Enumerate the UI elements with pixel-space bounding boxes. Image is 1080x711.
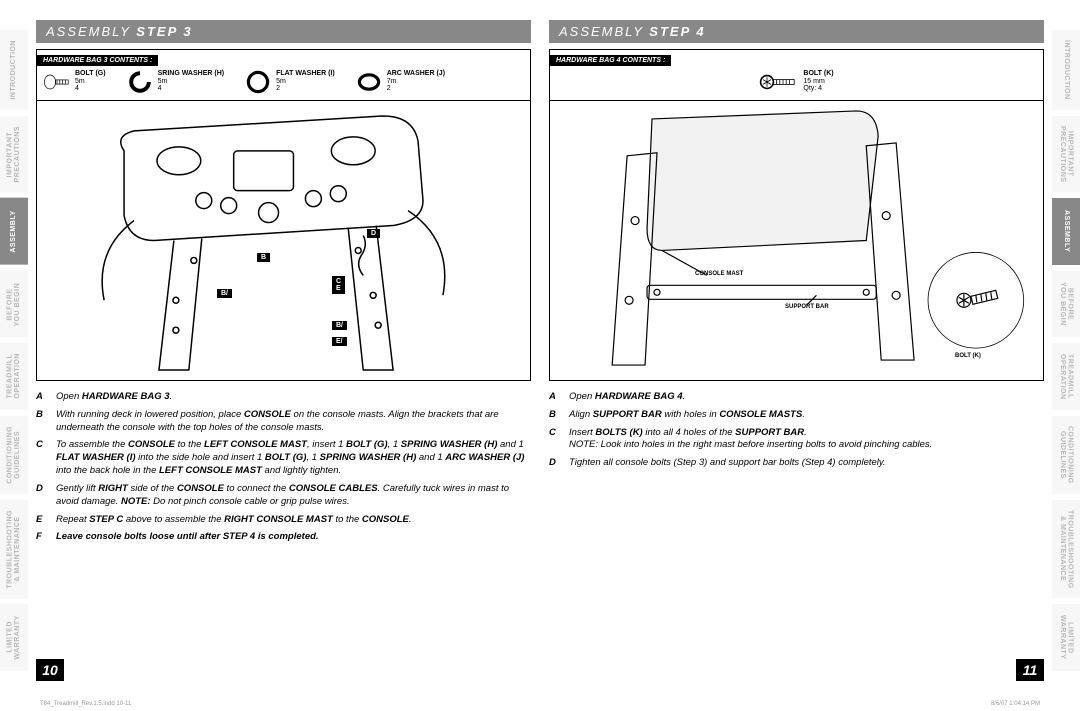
hw-size: 5m: [75, 78, 85, 85]
tab-before-begin: BEFORE YOU BEGIN: [1052, 271, 1080, 338]
hw-item-arc-washer: ARC WASHER (J)7m2: [355, 70, 445, 94]
tab-precautions: IMPORTANT PRECAUTIONS: [1052, 116, 1080, 192]
arc-washer-icon: [355, 70, 383, 94]
instr-row: AOpen HARDWARE BAG 4.: [549, 391, 1044, 404]
hardware-title: HARDWARE BAG 4 CONTENTS :: [550, 55, 671, 66]
callout-bv: B/: [217, 289, 232, 298]
hw-name: FLAT WASHER (I): [276, 70, 335, 77]
bolt-k-icon: [759, 70, 799, 94]
instr-text: Leave console bolts loose until after ST…: [56, 531, 319, 544]
hw-name: BOLT (K): [803, 70, 833, 77]
header-prefix: ASSEMBLY: [46, 24, 136, 39]
instr-row: CInsert BOLTS (K) into all 4 holes of th…: [549, 427, 1044, 453]
label-bolt-k: BOLT (K): [955, 353, 981, 359]
hw-qty: 2: [387, 85, 391, 92]
instr-text: Gently lift RIGHT side of the CONSOLE to…: [56, 483, 531, 509]
instr-text: Open HARDWARE BAG 3.: [56, 391, 172, 404]
instr-row: AOpen HARDWARE BAG 3.: [36, 391, 531, 404]
tab-troubleshooting: TROUBLESHOOTING & MAINTENANCE: [0, 500, 28, 599]
tab-conditioning: CONDITIONING GUIDELINES: [1052, 416, 1080, 494]
instr-row: BWith running deck in lowered position, …: [36, 409, 531, 435]
instr-row: BAlign SUPPORT BAR with holes in CONSOLE…: [549, 409, 1044, 422]
instr-row: DGently lift RIGHT side of the CONSOLE t…: [36, 483, 531, 509]
instr-text: Repeat STEP C above to assemble the RIGH…: [56, 514, 412, 527]
instr-text: With running deck in lowered position, p…: [56, 409, 531, 435]
instructions-step4: AOpen HARDWARE BAG 4. BAlign SUPPORT BAR…: [549, 391, 1044, 475]
page-number-left: 10: [36, 659, 64, 681]
diagram-step3: D B CE B/ B/ E/: [36, 101, 531, 381]
hw-name: SRING WASHER (H): [158, 70, 225, 77]
tab-conditioning: CONDITIONING GUIDELINES: [0, 416, 28, 494]
header-prefix: ASSEMBLY: [559, 24, 649, 39]
mast-diagram: [550, 101, 1043, 380]
tab-warranty: LIMITED WARRANTY: [1052, 604, 1080, 671]
instr-row: CTo assemble the CONSOLE to the LEFT CON…: [36, 439, 531, 477]
hardware-items: BOLT (G)5m4 SRING WASHER (H)5m4 FLAT WAS…: [43, 70, 524, 94]
section-tabs-left: INTRODUCTION IMPORTANT PRECAUTIONS ASSEM…: [0, 0, 28, 711]
hw-name: ARC WASHER (J): [387, 70, 445, 77]
instr-row: DTighten all console bolts (Step 3) and …: [549, 457, 1044, 470]
hardware-box-3: HARDWARE BAG 3 CONTENTS : BOLT (G)5m4 SR…: [36, 49, 531, 101]
tab-introduction: INTRODUCTION: [0, 30, 28, 110]
step-header-3: ASSEMBLY STEP 3: [36, 20, 531, 43]
page-number-right: 11: [1016, 659, 1044, 681]
hw-size: 5m: [276, 78, 286, 85]
page-spread: INTRODUCTION IMPORTANT PRECAUTIONS ASSEM…: [0, 0, 1080, 711]
tab-operation: TREADMILL OPERATION: [1052, 343, 1080, 410]
instr-text: Tighten all console bolts (Step 3) and s…: [569, 457, 886, 470]
hw-size: 15 mm: [803, 78, 824, 85]
instr-text: Open HARDWARE BAG 4.: [569, 391, 685, 404]
instr-text: Insert BOLTS (K) into all 4 holes of the…: [569, 427, 932, 453]
footer-timestamp: 8/6/07 1:04:14 PM: [991, 701, 1040, 707]
tab-introduction: INTRODUCTION: [1052, 30, 1080, 110]
footer-filename: T84_Treadmill_Rev.1.5.indd 10-11: [40, 701, 131, 707]
callout-bv2: B/: [332, 321, 347, 330]
flat-washer-icon: [244, 70, 272, 94]
diagram-step4: CONSOLE MAST SUPPORT BAR BOLT (K): [549, 101, 1044, 381]
hw-name: BOLT (G): [75, 70, 106, 77]
hw-item-bolt-g: BOLT (G)5m4: [43, 70, 106, 94]
hardware-box-4: HARDWARE BAG 4 CONTENTS : BOLT (K)15 mmQ…: [549, 49, 1044, 101]
hardware-title: HARDWARE BAG 3 CONTENTS :: [37, 55, 158, 66]
hw-qty: Qty: 4: [803, 85, 822, 92]
callout-d: D: [367, 229, 380, 238]
header-step: STEP 3: [136, 24, 192, 39]
hw-qty: 4: [158, 85, 162, 92]
hw-item-bolt-k: BOLT (K)15 mmQty: 4: [759, 70, 833, 94]
instr-row: FLeave console bolts loose until after S…: [36, 531, 531, 544]
instructions-step3: AOpen HARDWARE BAG 3. BWith running deck…: [36, 391, 531, 549]
bolt-icon: [43, 70, 71, 94]
tab-precautions: IMPORTANT PRECAUTIONS: [0, 116, 28, 192]
callout-ce: CE: [332, 276, 345, 294]
content-spread: ASSEMBLY STEP 3 HARDWARE BAG 3 CONTENTS …: [28, 0, 1052, 711]
console-diagram: [37, 101, 530, 380]
hw-qty: 4: [75, 85, 79, 92]
spring-washer-icon: [126, 70, 154, 94]
hw-item-flat-washer: FLAT WASHER (I)5m2: [244, 70, 335, 94]
instr-text: To assemble the CONSOLE to the LEFT CONS…: [56, 439, 531, 477]
instr-text: Align SUPPORT BAR with holes in CONSOLE …: [569, 409, 805, 422]
instr-row: ERepeat STEP C above to assemble the RIG…: [36, 514, 531, 527]
tab-before-begin: BEFORE YOU BEGIN: [0, 271, 28, 338]
hw-qty: 2: [276, 85, 280, 92]
print-footer: T84_Treadmill_Rev.1.5.indd 10-11 8/6/07 …: [40, 701, 1040, 707]
label-support-bar: SUPPORT BAR: [785, 304, 829, 310]
step-header-4: ASSEMBLY STEP 4: [549, 20, 1044, 43]
tab-warranty: LIMITED WARRANTY: [0, 604, 28, 671]
hw-item-spring-washer: SRING WASHER (H)5m4: [126, 70, 225, 94]
hw-size: 7m: [387, 78, 397, 85]
hardware-items: BOLT (K)15 mmQty: 4: [556, 70, 1037, 94]
tab-assembly: ASSEMBLY: [1052, 198, 1080, 265]
tab-assembly: ASSEMBLY: [0, 198, 28, 265]
tab-troubleshooting: TROUBLESHOOTING & MAINTENANCE: [1052, 500, 1080, 599]
section-tabs-right: INTRODUCTION IMPORTANT PRECAUTIONS ASSEM…: [1052, 0, 1080, 711]
page-left: ASSEMBLY STEP 3 HARDWARE BAG 3 CONTENTS …: [36, 20, 531, 699]
header-step: STEP 4: [649, 24, 705, 39]
callout-b: B: [257, 253, 270, 262]
callout-ev: E/: [332, 337, 347, 346]
label-console-mast: CONSOLE MAST: [695, 271, 743, 277]
hw-size: 5m: [158, 78, 168, 85]
page-right: ASSEMBLY STEP 4 HARDWARE BAG 4 CONTENTS …: [549, 20, 1044, 699]
tab-operation: TREADMILL OPERATION: [0, 343, 28, 410]
